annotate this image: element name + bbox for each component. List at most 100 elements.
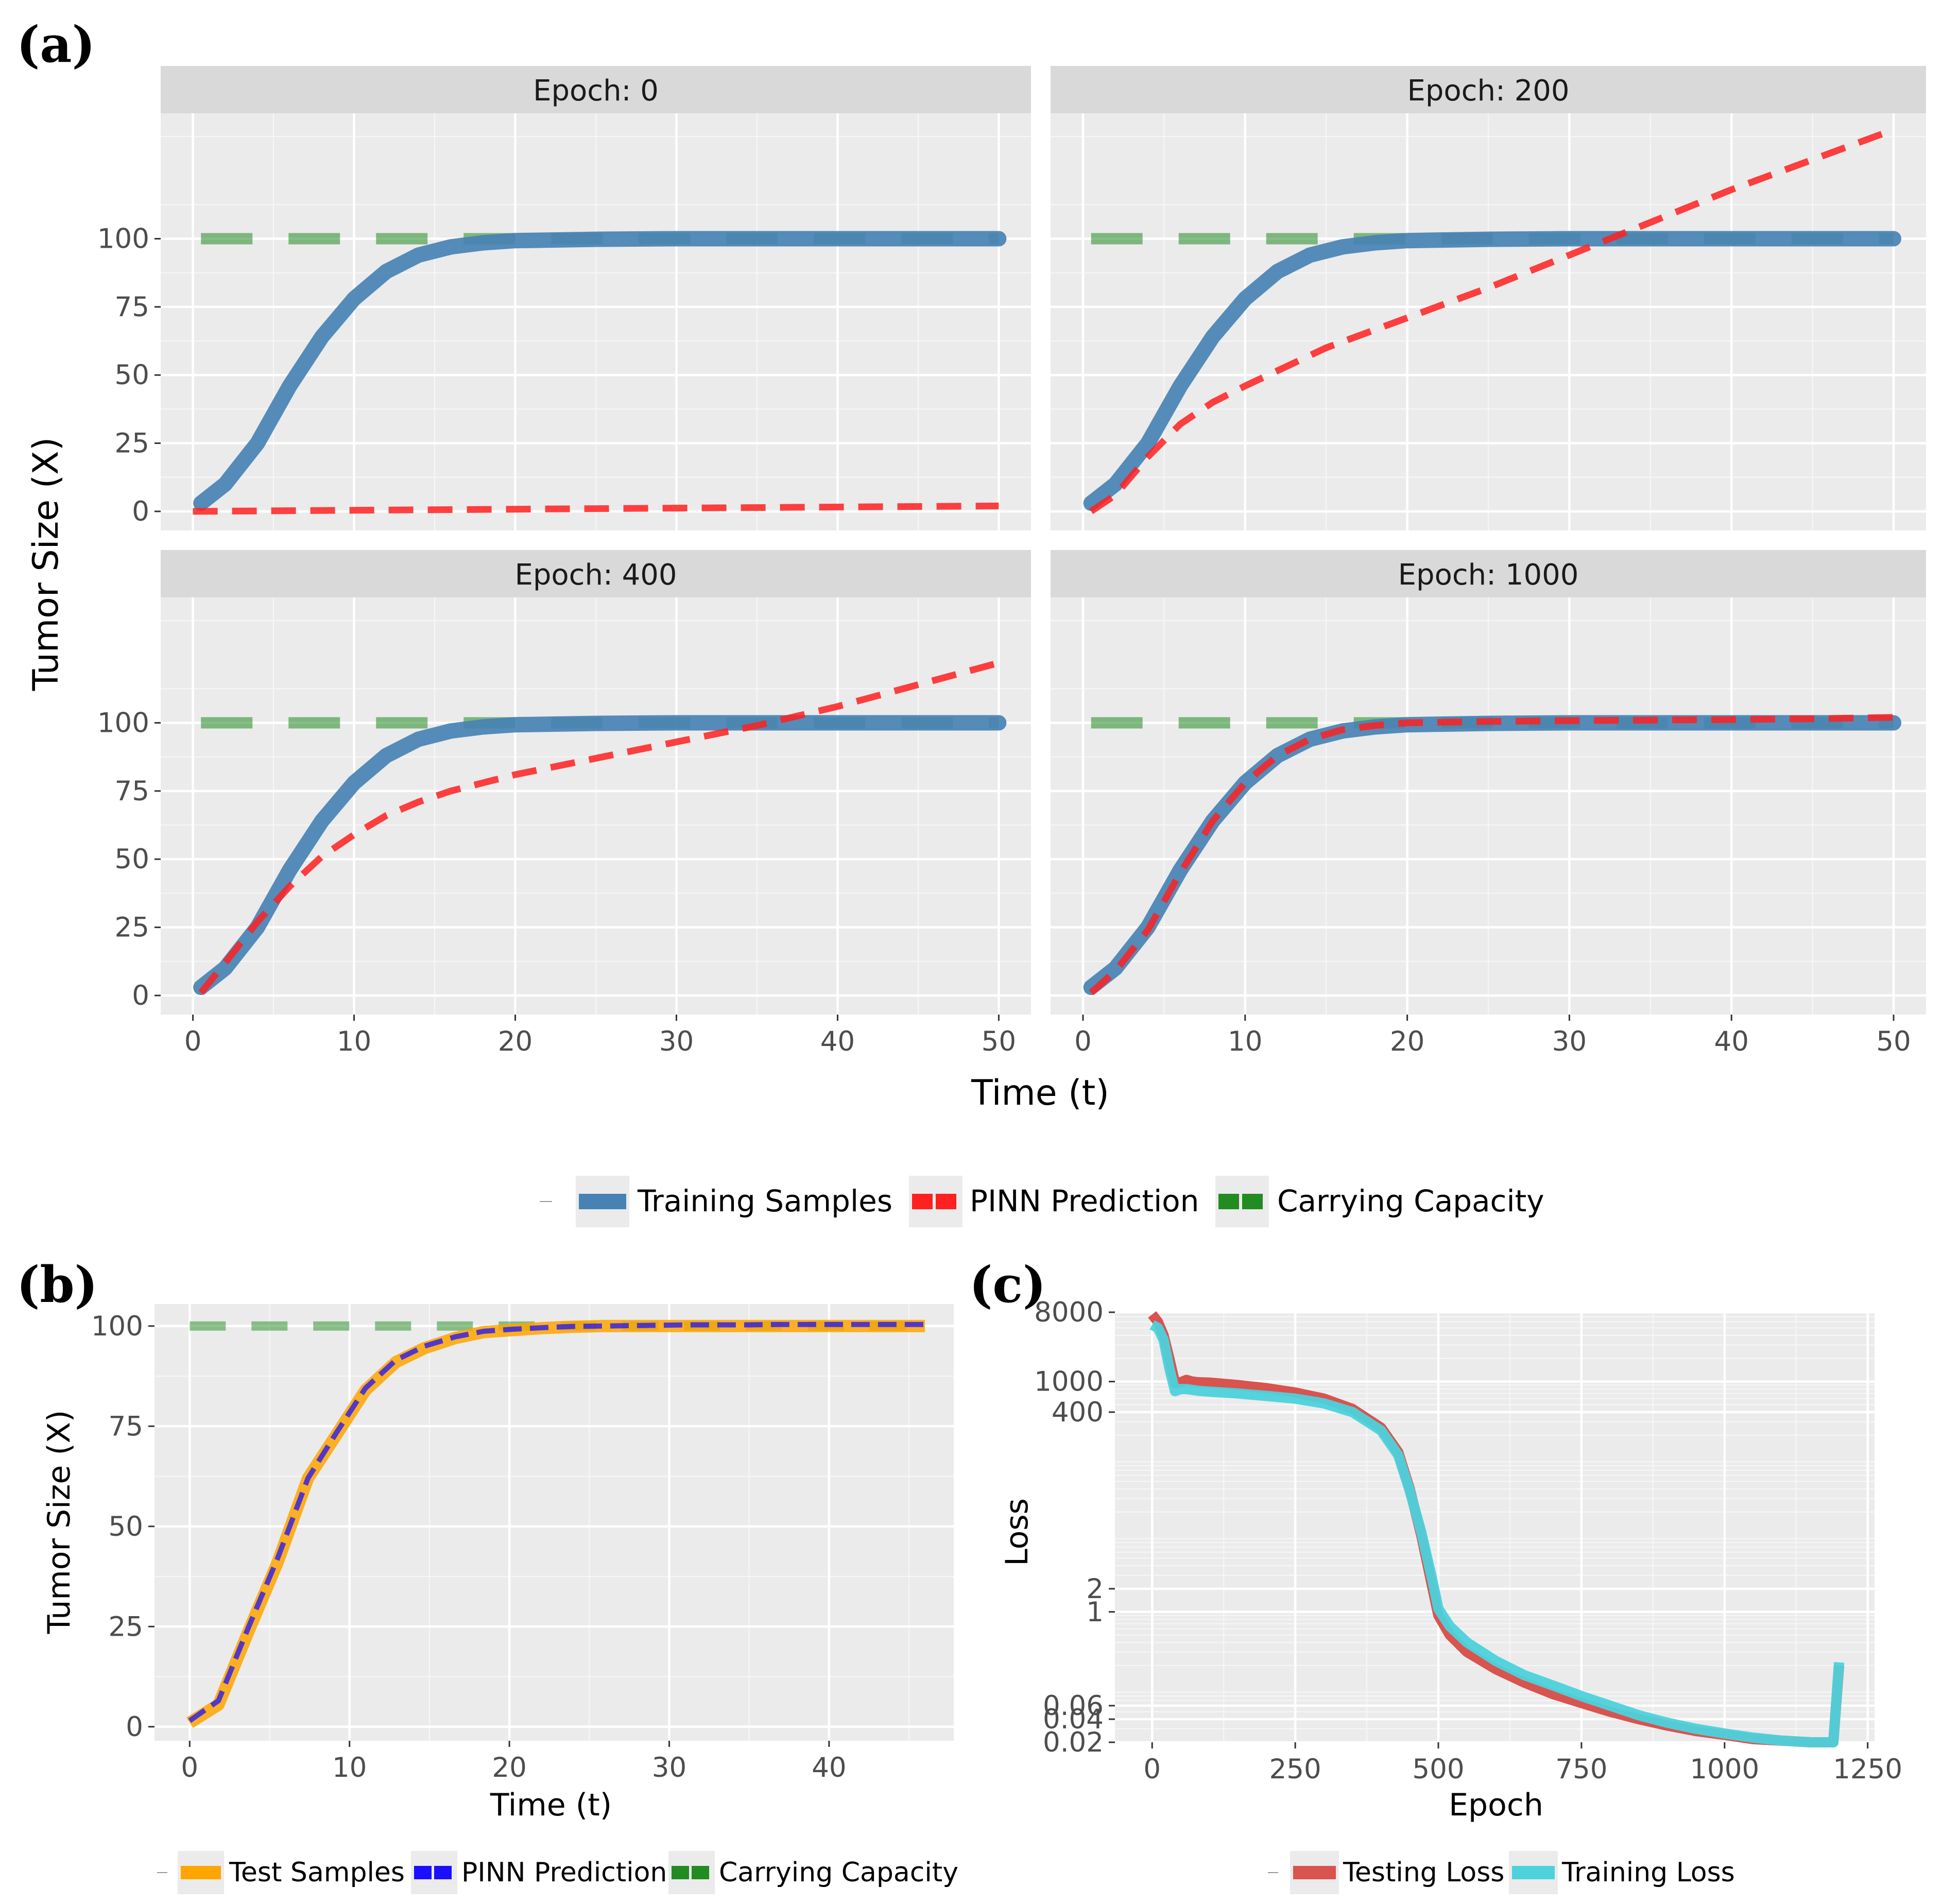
y-tick-label: 50 (115, 844, 149, 875)
training-samples-line (193, 231, 1007, 511)
facet-title: Epoch: 1000 (1398, 558, 1579, 592)
x-tick-label: 750 (1555, 1754, 1607, 1785)
x-tick-label: 1250 (1833, 1754, 1902, 1785)
y-axis-title-b: Tumor Size (X) (41, 1410, 77, 1635)
x-tick-label: 250 (1269, 1754, 1321, 1785)
facet-epoch-400: Epoch: 400 0 25 50 75 100 0 10 20 30 40 50 (97, 550, 1031, 1057)
y-tick-label: 25 (109, 1611, 143, 1642)
x-tick-label: 500 (1412, 1754, 1464, 1785)
training-loss-line (1149, 1320, 1845, 1747)
y-tick-label: 0.06 (1043, 1690, 1104, 1722)
x-tick-label: 40 (1714, 1026, 1748, 1057)
legend-item-carrying-capacity: Carrying Capacity (1215, 1176, 1544, 1227)
x-tick-label: 30 (659, 1026, 694, 1057)
pinn-prediction-line (193, 502, 999, 515)
y-tick-label: 1 (1086, 1597, 1104, 1628)
x-tick-label: 1000 (1690, 1754, 1759, 1785)
legend-label: Carrying Capacity (1277, 1183, 1544, 1219)
pinn-prediction-line (1089, 714, 1894, 996)
x-axis-title-a: Time (t) (971, 1073, 1109, 1113)
x-tick-label: 10 (332, 1752, 367, 1783)
x-tick-label: 10 (1228, 1026, 1262, 1057)
legend-label: Training Loss (1561, 1857, 1735, 1888)
y-tick-label: 0.02 (1043, 1727, 1104, 1758)
y-tick-label: 25 (115, 428, 149, 459)
legend-label: Test Samples (229, 1857, 405, 1888)
x-tick-label: 30 (652, 1752, 686, 1783)
x-tick-label: 20 (1390, 1026, 1424, 1057)
legend-item-test-samples: Test Samples (178, 1851, 405, 1894)
facet-strip (161, 66, 1031, 113)
facet-title: Epoch: 400 (514, 558, 677, 592)
panel-label-c: (c) (969, 1256, 1046, 1314)
pinn-prediction-line (1089, 126, 1895, 514)
y-tick-label: 0 (132, 496, 149, 527)
y-tick-label: 0 (126, 1711, 143, 1743)
y-tick-label: 75 (115, 776, 149, 807)
x-tick-label: 40 (820, 1026, 855, 1057)
panel-b-test-fit: 0 25 50 75 100 0 10 20 30 40 (91, 1304, 954, 1783)
legend-b: Test Samples PINN Prediction Carrying Ca… (157, 1851, 958, 1894)
pinn-prediction-line (198, 659, 1000, 995)
facet-epoch-200: Epoch: 200 (1051, 66, 1926, 530)
facet-strip (1051, 550, 1926, 597)
facet-title: Epoch: 0 (533, 74, 659, 108)
x-tick-label: 0 (184, 1026, 202, 1057)
legend-label: Training Samples (637, 1183, 892, 1219)
facet-title: Epoch: 200 (1407, 74, 1569, 108)
y-tick-label: 0 (132, 980, 149, 1011)
y-tick-label: 25 (115, 912, 149, 944)
legend-c: Testing Loss Training Loss (1268, 1851, 1735, 1894)
facet-strip (161, 550, 1031, 597)
facet-epoch-0: Epoch: 0 0 25 50 75 100 (97, 66, 1031, 530)
x-axis-title-b: Time (t) (490, 1787, 612, 1823)
y-tick-label: 2 (1086, 1573, 1104, 1605)
y-tick-label: 100 (91, 1311, 143, 1342)
legend-label: PINN Prediction (461, 1857, 667, 1888)
training-samples-line (193, 715, 1007, 996)
legend-item-carrying-capacity: Carrying Capacity (668, 1851, 958, 1894)
legend-item-pinn-prediction: PINN Prediction (411, 1851, 667, 1894)
x-tick-label: 20 (498, 1026, 532, 1057)
y-tick-label: 75 (109, 1411, 143, 1442)
plot-panel (1115, 1312, 1875, 1742)
x-tick-label: 50 (982, 1026, 1016, 1057)
legend-a: Training Samples PINN Prediction Carryin… (540, 1176, 1544, 1227)
x-tick-label: 10 (337, 1026, 371, 1057)
facet-strip (1051, 66, 1926, 113)
training-samples-line (1083, 231, 1901, 511)
x-tick-label: 40 (812, 1752, 846, 1783)
y-tick-label: 100 (97, 708, 149, 739)
plot-panel (154, 1304, 954, 1741)
y-tick-label: 75 (115, 291, 149, 323)
x-tick-label: 0 (181, 1752, 198, 1783)
x-tick-label: 0 (1074, 1026, 1092, 1057)
y-tick-label: 50 (109, 1511, 143, 1542)
y-tick-label: 400 (1052, 1397, 1104, 1428)
legend-label: Carrying Capacity (719, 1857, 958, 1888)
y-tick-label: 8000 (1034, 1297, 1104, 1328)
y-tick-label: 100 (97, 224, 149, 255)
legend-item-training-loss: Training Loss (1509, 1851, 1735, 1894)
legend-item-pinn-prediction: PINN Prediction (909, 1176, 1199, 1227)
legend-item-testing-loss: Testing Loss (1290, 1851, 1504, 1894)
y-axis-title-c: Loss (999, 1498, 1035, 1566)
facet-epoch-1000: Epoch: 1000 0 10 20 30 40 50 (1051, 550, 1926, 1057)
y-tick-label: 1000 (1034, 1366, 1104, 1398)
x-tick-label: 30 (1552, 1026, 1587, 1057)
x-tick-label: 0 (1143, 1754, 1161, 1785)
legend-item-training-samples: Training Samples (576, 1176, 892, 1227)
x-tick-label: 50 (1876, 1026, 1911, 1057)
panel-label-b: (b) (16, 1256, 98, 1314)
x-axis-title-c: Epoch (1449, 1787, 1543, 1823)
y-tick-label: 0.04 (1043, 1704, 1104, 1735)
y-axis-title-a: Tumor Size (X) (26, 437, 66, 692)
y-tick-label: 50 (115, 359, 149, 391)
legend-label: PINN Prediction (970, 1183, 1199, 1219)
panel-label-a: (a) (16, 15, 95, 74)
x-tick-label: 20 (492, 1752, 526, 1783)
pinn-prediction-line (188, 1322, 925, 1723)
legend-label: Testing Loss (1343, 1857, 1504, 1888)
